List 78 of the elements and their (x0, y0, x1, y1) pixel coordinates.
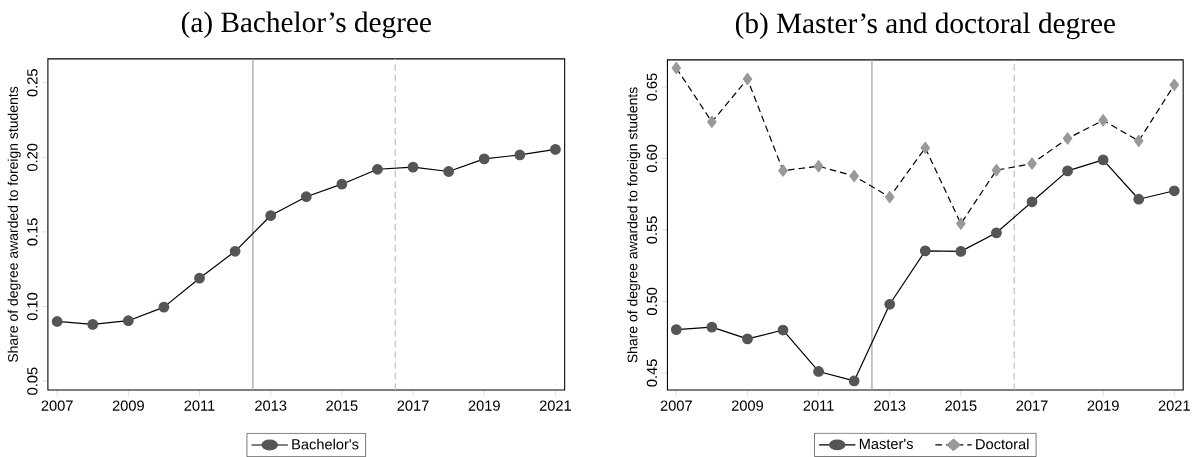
point (707, 115, 717, 129)
x-tick-label: 2017 (1016, 400, 1048, 411)
point (991, 227, 1002, 239)
legend-label: Doctoral (976, 438, 1029, 450)
point (884, 298, 896, 310)
x-tick-label: 2007 (660, 400, 692, 411)
legend-label: Master's (859, 438, 913, 450)
point (1098, 114, 1108, 127)
y-tick-label: 0.65 (646, 73, 658, 101)
point (478, 153, 490, 165)
y-axis-title: Share of degree awarded to foreign students (627, 87, 641, 363)
point (122, 315, 134, 327)
point (194, 272, 205, 284)
point (955, 246, 967, 257)
point (407, 161, 419, 173)
point (778, 164, 788, 177)
point (919, 245, 931, 257)
point (671, 61, 682, 75)
point (777, 324, 789, 336)
point (742, 72, 753, 86)
y-tick-label: 0.05 (27, 367, 38, 395)
y-tick-label: 0.50 (646, 287, 658, 316)
point (742, 333, 753, 345)
point (1062, 165, 1073, 177)
x-tick-label: 2009 (731, 400, 764, 411)
x-tick-label: 2013 (874, 400, 906, 411)
legend-label: Bachelor's (292, 438, 359, 450)
point (956, 217, 966, 230)
y-tick-label: 0.15 (27, 218, 38, 246)
x-tick-label: 2021 (1158, 400, 1190, 411)
x-tick-label: 2015 (326, 400, 358, 411)
point (884, 190, 895, 204)
x-tick-label: 2015 (945, 400, 977, 411)
point (158, 301, 170, 313)
point (991, 164, 1002, 177)
x-tick-label: 2019 (1087, 400, 1119, 411)
point (372, 163, 383, 175)
point (848, 375, 860, 387)
point (514, 149, 526, 161)
point (1062, 132, 1073, 145)
chart-title: (b) Master’s and doctoral degree (735, 12, 1115, 40)
y-tick-label: 0.55 (646, 216, 658, 244)
point (550, 144, 561, 155)
x-tick-label: 2019 (468, 400, 500, 411)
point (1133, 193, 1145, 205)
x-tick-label: 2009 (112, 400, 144, 411)
x-tick-label: 2013 (255, 400, 287, 411)
point (813, 366, 824, 377)
point (336, 178, 348, 190)
point (670, 324, 682, 336)
point (1026, 196, 1038, 208)
point (300, 191, 312, 203)
point (51, 316, 63, 327)
point (813, 160, 824, 173)
point (443, 166, 455, 177)
x-tick-label: 2021 (539, 400, 571, 411)
point (1027, 157, 1037, 170)
y-tick-label: 0.20 (27, 143, 38, 172)
y-tick-label: 0.25 (27, 69, 38, 97)
point (1097, 154, 1109, 166)
chart-title: (a) Bachelor’s degree (181, 11, 431, 39)
y-tick-label: 0.60 (646, 144, 658, 173)
x-tick-label: 2011 (803, 400, 834, 411)
point (229, 245, 241, 257)
point (265, 210, 277, 221)
x-tick-label: 2007 (41, 400, 73, 411)
point (1168, 185, 1180, 197)
y-tick-label: 0.45 (646, 359, 658, 387)
x-tick-label: 2011 (184, 400, 215, 411)
point (87, 319, 99, 330)
point (1133, 134, 1144, 148)
y-tick-label: 0.10 (27, 292, 38, 321)
y-axis-title: Share of degree awarded to foreign students (7, 86, 21, 363)
point (920, 141, 931, 155)
point (849, 169, 859, 183)
point (1169, 78, 1180, 92)
x-tick-label: 2017 (397, 400, 429, 411)
point (706, 321, 718, 333)
